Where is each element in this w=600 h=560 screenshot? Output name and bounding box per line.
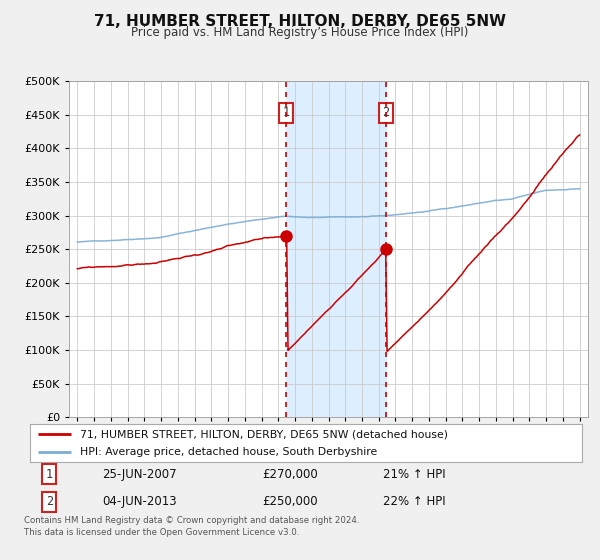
Text: Price paid vs. HM Land Registry’s House Price Index (HPI): Price paid vs. HM Land Registry’s House …	[131, 26, 469, 39]
Bar	[286, 81, 386, 417]
Text: 21% ↑ HPI: 21% ↑ HPI	[383, 468, 446, 481]
Text: 1: 1	[46, 468, 53, 481]
Text: 1: 1	[283, 106, 290, 119]
Text: HPI: Average price, detached house, South Derbyshire: HPI: Average price, detached house, Sout…	[80, 447, 377, 457]
Text: Contains HM Land Registry data © Crown copyright and database right 2024.
This d: Contains HM Land Registry data © Crown c…	[24, 516, 359, 537]
Text: £250,000: £250,000	[262, 496, 317, 508]
Text: £270,000: £270,000	[262, 468, 317, 481]
Text: 2: 2	[46, 496, 53, 508]
Text: 71, HUMBER STREET, HILTON, DERBY, DE65 5NW: 71, HUMBER STREET, HILTON, DERBY, DE65 5…	[94, 14, 506, 29]
Text: 25-JUN-2007: 25-JUN-2007	[102, 468, 176, 481]
Text: 04-JUN-2013: 04-JUN-2013	[102, 496, 176, 508]
Text: 71, HUMBER STREET, HILTON, DERBY, DE65 5NW (detached house): 71, HUMBER STREET, HILTON, DERBY, DE65 5…	[80, 429, 448, 439]
Text: 22% ↑ HPI: 22% ↑ HPI	[383, 496, 446, 508]
Text: 2: 2	[382, 106, 389, 119]
